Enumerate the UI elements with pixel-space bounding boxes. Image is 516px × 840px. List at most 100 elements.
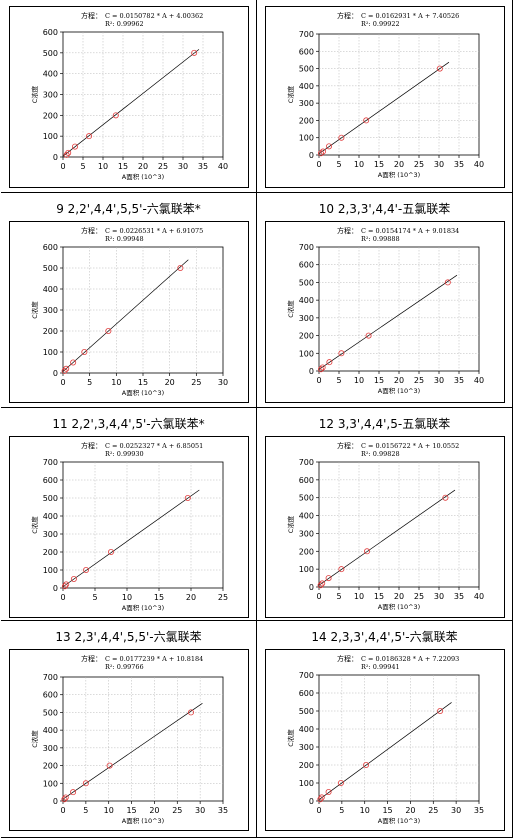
x-tick-label: 0 [316, 376, 321, 385]
data-point [70, 359, 77, 366]
x-tick-label: 30 [451, 806, 461, 815]
data-point [81, 348, 88, 355]
y-tick-label: 600 [43, 476, 58, 485]
x-axis-label: A面积 (10^3) [122, 603, 164, 612]
data-point [319, 364, 326, 371]
regression-line [318, 489, 456, 586]
y-tick-label: 200 [299, 116, 314, 125]
regression-line [318, 274, 458, 370]
x-tick-label: 30 [434, 592, 444, 601]
regression-line [62, 703, 203, 800]
x-tick-label: 35 [454, 160, 464, 169]
data-point [325, 575, 332, 582]
y-tick-label: 0 [309, 151, 314, 160]
equation-label: 方程： [337, 11, 358, 20]
chart-title: 14 2,3,3',4,4',5'-六氯联苯 [311, 630, 458, 644]
y-tick-label: 0 [53, 369, 58, 378]
x-axis-label: A面积 (10^3) [378, 816, 420, 825]
x-tick-label: 10 [354, 376, 364, 385]
regression-line [318, 61, 450, 155]
data-point [363, 762, 370, 769]
regression-line [62, 489, 200, 588]
x-tick-label: 30 [434, 376, 444, 385]
data-point [61, 583, 68, 590]
y-tick-label: 0 [53, 797, 58, 806]
y-tick-label: 200 [43, 762, 58, 771]
y-tick-label: 700 [299, 243, 314, 252]
x-tick-label: 15 [126, 806, 136, 815]
chart-title: 11 2,2',3,4,4',5'-六氯联苯* [52, 417, 205, 431]
y-tick-label: 100 [43, 779, 58, 788]
data-point [191, 49, 198, 56]
data-point [317, 582, 324, 589]
data-point [437, 708, 444, 715]
x-tick-label: 5 [83, 806, 88, 815]
regression-equation: C = 0.0186328 * A + 7.22093 [361, 655, 459, 663]
x-tick-label: 10 [98, 162, 108, 171]
x-tick-label: 0 [316, 592, 321, 601]
data-point [70, 789, 77, 796]
chart-cell-2: 方程： C = 0.0162931 * A + 7.40526 R²: 0.9992… [257, 0, 513, 193]
y-tick-label: 300 [43, 91, 58, 100]
y-tick-label: 300 [299, 99, 314, 108]
x-tick-label: 20 [394, 592, 404, 601]
y-axis-label: C浓度 [286, 300, 295, 318]
equation-label: 方程： [337, 226, 358, 235]
x-tick-label: 35 [454, 376, 464, 385]
regression-equation: C = 0.0162931 * A + 7.40526 [361, 12, 459, 20]
r-squared: R²: 0.99962 [105, 20, 144, 28]
regression-equation: C = 0.0150782 * A + 4.00362 [105, 12, 203, 20]
y-tick-label: 100 [299, 565, 314, 574]
x-tick-label: 0 [60, 593, 65, 602]
x-tick-label: 30 [434, 160, 444, 169]
equation-label: 方程： [81, 654, 102, 663]
y-tick-label: 200 [299, 332, 314, 341]
data-point [436, 65, 443, 72]
y-tick-label: 500 [43, 708, 58, 717]
x-tick-label: 10 [360, 806, 370, 815]
regression-equation: C = 0.0177239 * A + 10.8184 [105, 655, 203, 663]
x-tick-label: 20 [394, 376, 404, 385]
data-point [83, 566, 90, 573]
x-tick-label: 25 [414, 160, 424, 169]
y-tick-label: 500 [299, 65, 314, 74]
y-tick-label: 300 [299, 529, 314, 538]
data-point [365, 332, 372, 339]
x-tick-label: 15 [154, 593, 164, 602]
x-tick-label: 5 [80, 162, 85, 171]
y-tick-label: 200 [43, 327, 58, 336]
x-tick-label: 25 [218, 593, 228, 602]
data-point [112, 112, 119, 119]
y-tick-label: 700 [299, 671, 314, 680]
y-tick-label: 600 [299, 47, 314, 56]
equation-label: 方程： [81, 11, 102, 20]
x-tick-label: 15 [118, 162, 128, 171]
y-axis-label: C浓度 [286, 85, 295, 103]
chart-title: 10 2,3,3',4,4'-五氯联苯 [318, 202, 451, 216]
r-squared: R²: 0.99941 [361, 663, 400, 671]
y-tick-label: 700 [43, 458, 58, 467]
equation-label: 方程： [337, 654, 358, 663]
x-axis-label: A面积 (10^3) [122, 816, 164, 825]
r-squared: R²: 0.99930 [105, 450, 144, 458]
x-tick-label: 5 [87, 378, 92, 387]
y-tick-label: 100 [299, 349, 314, 358]
data-point [320, 148, 327, 155]
regression-equation: C = 0.0154174 * A + 9.01834 [361, 227, 459, 235]
x-axis-label: A面积 (10^3) [122, 172, 164, 181]
y-tick-label: 0 [53, 584, 58, 593]
y-tick-label: 200 [299, 761, 314, 770]
y-tick-label: 100 [43, 348, 58, 357]
x-tick-label: 20 [149, 806, 159, 815]
regression-line [318, 702, 452, 800]
regression-equation: C = 0.0252327 * A + 6.85051 [105, 442, 203, 450]
y-tick-label: 500 [299, 707, 314, 716]
x-tick-label: 20 [165, 378, 175, 387]
y-tick-label: 500 [43, 494, 58, 503]
r-squared: R²: 0.99828 [361, 450, 400, 458]
x-tick-label: 40 [474, 592, 484, 601]
x-tick-label: 5 [336, 592, 341, 601]
